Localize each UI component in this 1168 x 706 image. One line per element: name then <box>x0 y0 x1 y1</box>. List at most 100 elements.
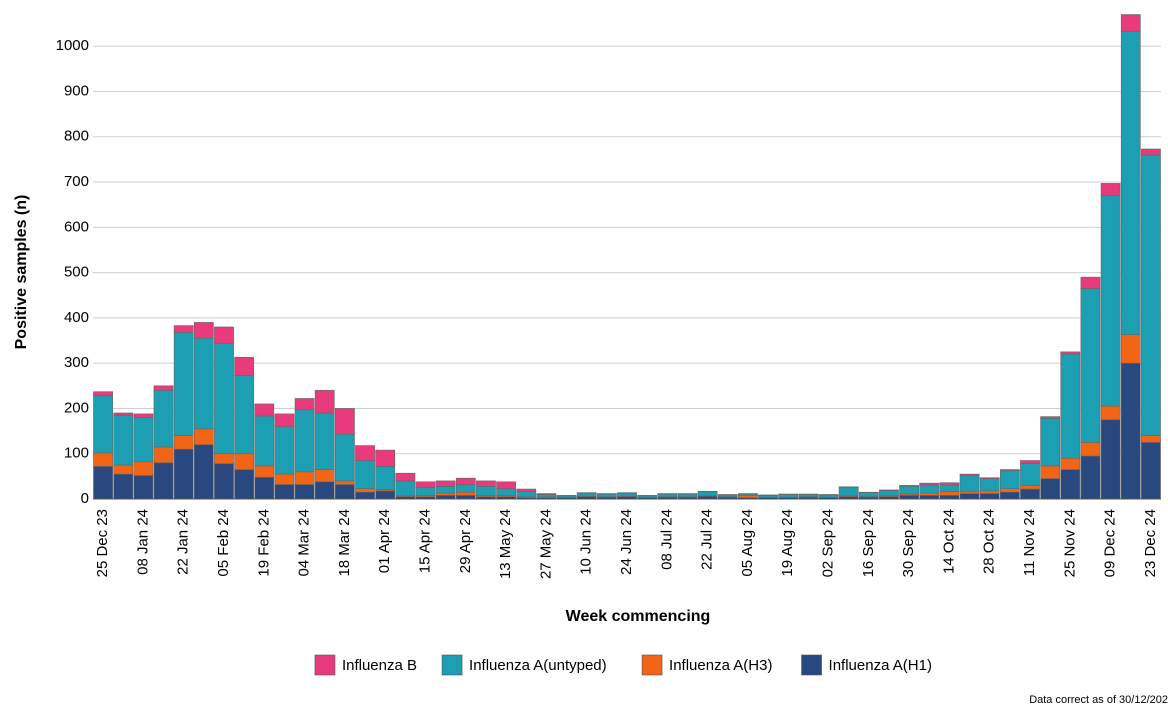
bar-segment <box>516 488 537 492</box>
x-tick-label: 04 Mar 24 <box>296 509 313 577</box>
legend-label: Influenza B <box>342 657 417 674</box>
bar-segment <box>1080 288 1101 443</box>
bar-segment <box>1080 276 1101 289</box>
bar-segment <box>314 412 335 470</box>
bar-segment <box>999 491 1020 500</box>
x-tick-label: 16 Sep 24 <box>860 509 877 577</box>
bar-segment <box>214 463 234 500</box>
bar-segment <box>1141 148 1161 156</box>
bar-segment <box>173 448 194 500</box>
bar-segment <box>1120 30 1141 335</box>
y-axis-title: Positive samples (n) <box>13 195 30 350</box>
bar-segment <box>899 486 919 495</box>
x-tick-label: 01 Apr 24 <box>376 509 393 573</box>
bar-segment <box>375 466 396 490</box>
bar-segment <box>93 452 113 467</box>
bar-segment <box>335 433 355 482</box>
bar-segment <box>1080 455 1101 500</box>
bar-segment <box>395 480 416 497</box>
bar-segment <box>173 332 194 436</box>
y-tick-label: 600 <box>64 218 89 235</box>
x-tick-label: 28 Oct 24 <box>981 509 998 574</box>
bar-segment <box>818 494 839 498</box>
x-tick-label: 24 Jun 24 <box>618 509 635 575</box>
bar-segment <box>294 398 315 411</box>
bar-segment <box>193 337 214 430</box>
bar-segment <box>435 495 456 500</box>
bar-segment <box>234 469 255 500</box>
bar-segment <box>193 428 214 445</box>
x-tick-label: 19 Aug 24 <box>779 509 796 577</box>
x-tick-label: 30 Sep 24 <box>900 509 917 577</box>
bar-segment <box>355 460 375 489</box>
y-tick-label: 700 <box>64 173 89 190</box>
bar-segment <box>113 412 134 416</box>
bar-segment <box>536 493 557 495</box>
bar-segment <box>355 445 375 461</box>
bar-segment <box>173 325 194 333</box>
bar-segment <box>999 488 1020 493</box>
legend-label: Influenza A(H3) <box>669 657 772 674</box>
legend-label: Influenza A(H1) <box>829 657 932 674</box>
bar-segment <box>355 491 375 500</box>
bar-segment <box>375 490 396 500</box>
bar-segment <box>395 472 416 482</box>
bar-segment <box>516 491 537 498</box>
x-tick-label: 08 Jan 24 <box>134 509 151 575</box>
x-tick-label: 13 May 24 <box>497 509 514 579</box>
x-tick-label: 22 Jul 24 <box>699 509 716 570</box>
bar-segment <box>294 409 315 473</box>
bar-segment <box>93 391 113 397</box>
bar-segment <box>1020 485 1040 490</box>
bar-segment <box>274 473 295 485</box>
bar-segment <box>1141 442 1161 500</box>
bar-segment <box>1120 334 1141 364</box>
x-tick-label: 05 Feb 24 <box>215 509 232 577</box>
bar-segment <box>496 481 516 489</box>
bar-segment <box>274 426 295 475</box>
bar-segment <box>355 488 375 493</box>
bar-segment <box>214 453 234 464</box>
bar-segment <box>234 375 255 455</box>
bar-segment <box>153 462 174 500</box>
x-tick-label: 25 Nov 24 <box>1061 509 1078 577</box>
bar-segment <box>314 481 335 500</box>
y-tick-label: 300 <box>64 354 89 371</box>
bar-segment <box>1040 478 1061 500</box>
bar-segment <box>1020 488 1040 500</box>
bar-segment <box>939 482 960 486</box>
bar-segment <box>1100 419 1121 500</box>
bar-segment <box>113 473 134 500</box>
bar-segment <box>133 475 154 500</box>
bar-segment <box>858 492 879 498</box>
bar-segment <box>536 494 557 498</box>
y-tick-label: 1000 <box>56 37 89 54</box>
legend-swatch <box>801 654 822 676</box>
bar-segment <box>214 343 234 455</box>
bar-segment <box>1080 442 1101 457</box>
x-tick-label: 10 Jun 24 <box>578 509 595 575</box>
x-tick-label: 15 Apr 24 <box>416 509 433 573</box>
x-tick-label: 25 Dec 23 <box>94 509 111 577</box>
bar-segment <box>576 492 597 497</box>
bar-segment <box>214 326 234 344</box>
bar-segment <box>979 493 1000 500</box>
bar-segment <box>657 493 678 498</box>
y-tick-label: 500 <box>64 264 89 281</box>
x-tick-label: 08 Jul 24 <box>658 509 675 570</box>
bar-segment <box>314 469 335 483</box>
bar-segment <box>415 487 436 496</box>
bar-segment <box>455 477 476 485</box>
x-axis-title: Week commencing <box>566 608 711 625</box>
y-tick-label: 100 <box>64 445 89 462</box>
y-tick-label: 400 <box>64 309 89 326</box>
x-tick-label: 14 Oct 24 <box>940 509 957 574</box>
bar-segment <box>335 484 355 500</box>
bar-segment <box>1060 469 1081 500</box>
bar-segment <box>476 480 496 487</box>
bar-segment <box>254 465 275 478</box>
bar-segment <box>455 491 476 496</box>
bar-segment <box>919 484 940 494</box>
bar-segment <box>153 390 174 448</box>
